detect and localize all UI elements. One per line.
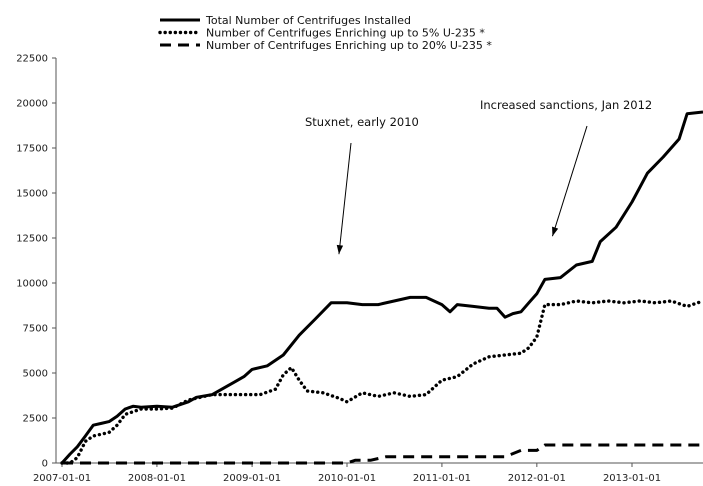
- y-tick-label: 17500: [16, 144, 48, 155]
- annotation-stuxnet-arrow-head: [336, 244, 344, 255]
- x-tick-label: 2008-01-01: [128, 473, 186, 484]
- legend-item-20pct-label: Number of Centrifuges Enriching up to 20…: [206, 39, 492, 52]
- y-tick-label: 5000: [23, 369, 48, 380]
- x-tick-label: 2011-01-01: [413, 473, 471, 484]
- y-tick-label: 2500: [23, 414, 48, 425]
- x-tick-label: 2010-01-01: [318, 473, 376, 484]
- y-tick-label: 15000: [16, 189, 48, 200]
- axes: 0 2500 5000 7500 10000 12500 15000 17500 20000 22…: [16, 54, 703, 484]
- x-tick-label: 2009-01-01: [223, 473, 281, 484]
- annotation-sanctions-arrow-shaft: [551, 125, 588, 237]
- legend-item-total-label: Total Number of Centrifuges Installed: [205, 14, 411, 27]
- y-tick-label: 0: [42, 459, 48, 470]
- annotation-sanctions-text: Increased sanctions, Jan 2012: [480, 98, 652, 112]
- annotations: Stuxnet, early 2010 Increased sanctions, …: [305, 98, 652, 255]
- series-enriching-20pct-line: [62, 443, 703, 465]
- y-tick-label: 20000: [16, 99, 48, 110]
- x-tick-label: 2013-01-01: [603, 473, 661, 484]
- series-total-installed-line: [60, 110, 703, 465]
- legend: Total Number of Centrifuges InstalledNum…: [158, 14, 492, 52]
- series-layer: [60, 110, 703, 465]
- y-tick-label: 12500: [16, 234, 48, 245]
- series-enriching-5pct-line: [60, 299, 703, 465]
- annotation-sanctions-arrow-head: [552, 226, 559, 237]
- y-tick-label: 10000: [16, 279, 48, 290]
- annotation-stuxnet-arrow-shaft: [338, 142, 352, 255]
- x-tick-label: 2012-01-01: [508, 473, 566, 484]
- y-tick-label: 22500: [16, 54, 48, 65]
- y-tick-label: 7500: [23, 324, 48, 335]
- x-tick-label: 2007-01-01: [33, 473, 91, 484]
- legend-item-5pct-label: Number of Centrifuges Enriching up to 5%…: [206, 27, 485, 40]
- annotation-stuxnet-text: Stuxnet, early 2010: [305, 115, 419, 129]
